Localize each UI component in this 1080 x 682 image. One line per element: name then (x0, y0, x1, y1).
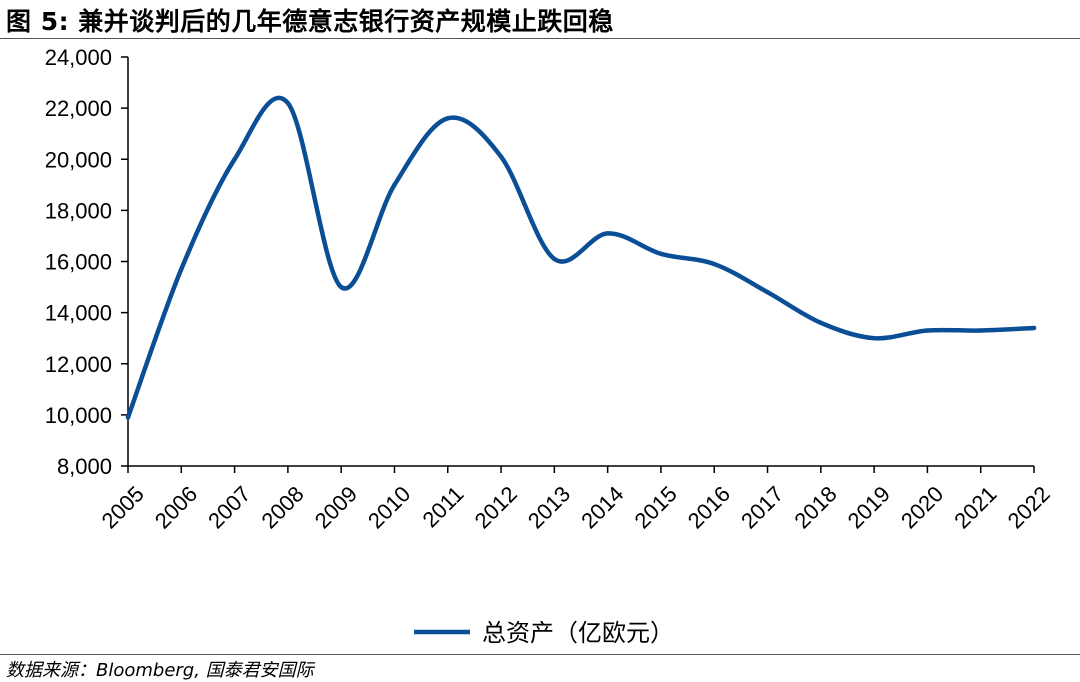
series-point (498, 154, 504, 159)
line-chart: 8,000 10,000 12,000 14,000 16,000 18,000 20,00… (45, 45, 1055, 647)
series-point (765, 289, 770, 295)
title-rule (0, 38, 1080, 39)
series-point (925, 328, 930, 333)
series-point (338, 284, 344, 290)
x-tick-label: 2009 (310, 481, 362, 533)
x-tick-label: 2013 (523, 481, 575, 533)
x-tick-label: 2012 (470, 481, 522, 533)
chart-axes (127, 57, 1034, 467)
y-tick-label: 16,000 (45, 250, 112, 275)
chart-series (125, 95, 1037, 420)
x-tick-label: 2008 (256, 481, 308, 533)
source-rule (0, 654, 1080, 655)
series-point (712, 261, 717, 267)
x-tick-label: 2010 (363, 481, 415, 533)
series-point (605, 231, 610, 236)
x-tick-label: 2021 (949, 481, 1001, 533)
y-tick-label: 14,000 (45, 301, 112, 326)
series-point (871, 335, 877, 341)
series-line (125, 95, 1037, 420)
x-tick-label: 2011 (417, 481, 468, 532)
y-axis-ticks: 8,000 10,000 12,000 14,000 16,000 18,000 20,00… (45, 45, 128, 479)
y-tick-label: 18,000 (45, 198, 112, 223)
x-tick-label: 2016 (683, 481, 735, 533)
x-tick-label: 2015 (629, 481, 681, 533)
x-tick-label: 2020 (896, 481, 948, 533)
series-point (818, 320, 824, 326)
x-tick-label: 2007 (203, 481, 255, 533)
series-point (1031, 325, 1037, 331)
y-tick-label: 24,000 (45, 45, 112, 70)
series-point (125, 415, 131, 420)
series-point (392, 182, 397, 188)
series-point (232, 157, 237, 162)
series-point (658, 251, 664, 257)
x-axis-ticks: 2005 2006 2007 2008 2009 2010 2011 2012 2013 2014… (97, 466, 1055, 533)
y-tick-label: 22,000 (45, 96, 112, 121)
x-tick-label: 2014 (576, 481, 628, 533)
x-tick-label: 2019 (843, 481, 895, 533)
y-tick-label: 20,000 (45, 147, 112, 172)
y-tick-label: 10,000 (45, 403, 112, 428)
legend-label: 总资产（亿欧元） (482, 619, 674, 647)
y-tick-label: 12,000 (45, 352, 112, 377)
x-tick-label: 2017 (736, 481, 788, 533)
source-note: 数据来源：Bloomberg, 国泰君安国际 (6, 660, 314, 681)
chart-legend: 总资产（亿欧元） (414, 619, 674, 647)
x-tick-label: 2022 (1003, 481, 1055, 533)
series-point (285, 100, 291, 106)
figure-title: 图 5: 兼并谈判后的几年德意志银行资产规模止跌回稳 (6, 7, 614, 36)
x-tick-label: 2006 (150, 481, 202, 533)
x-tick-label: 2005 (97, 481, 149, 533)
series-point (445, 116, 450, 121)
series-point (978, 328, 983, 333)
y-tick-label: 8,000 (57, 454, 112, 479)
x-tick-label: 2018 (789, 481, 841, 533)
series-point (179, 266, 184, 272)
series-point (552, 256, 557, 262)
